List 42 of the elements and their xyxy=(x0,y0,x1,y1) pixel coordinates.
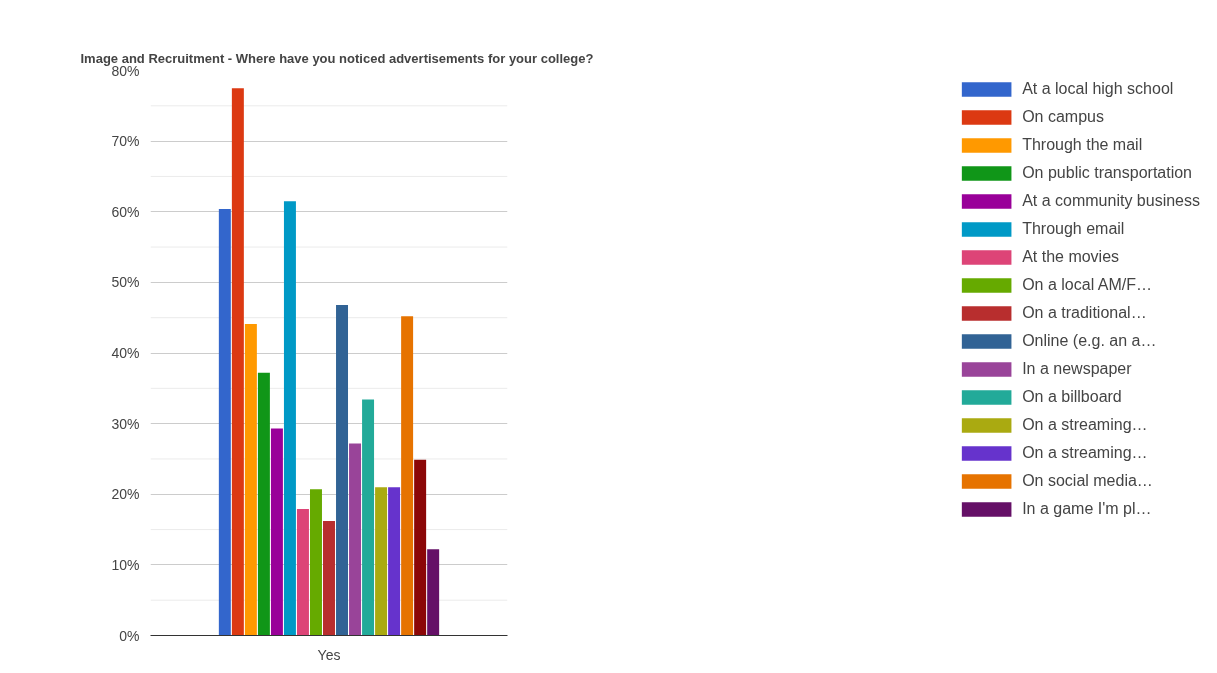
y-tick-label: 50% xyxy=(111,274,140,291)
legend-label: On campus xyxy=(1022,108,1104,126)
bar xyxy=(362,399,375,636)
bar xyxy=(375,487,388,636)
bar xyxy=(309,489,322,636)
bar xyxy=(218,208,231,636)
y-tick-label: 0% xyxy=(119,627,140,644)
bar xyxy=(270,428,283,636)
bar xyxy=(283,201,296,636)
legend-label: On a traditional… xyxy=(1022,304,1147,322)
bar xyxy=(257,372,270,636)
bar xyxy=(388,487,401,636)
legend-label: On a billboard xyxy=(1022,388,1122,406)
legend-label: In a game I'm pl… xyxy=(1022,500,1152,518)
legend-label: On a local AM/F… xyxy=(1022,276,1152,294)
bar xyxy=(349,443,362,636)
y-tick-label: 20% xyxy=(111,486,140,503)
y-tick-label: 30% xyxy=(111,415,140,432)
legend-label: At a local high school xyxy=(1022,80,1174,98)
bar xyxy=(427,549,440,636)
y-tick-label: 60% xyxy=(111,203,140,220)
legend-label: At a community business xyxy=(1022,192,1200,210)
bar xyxy=(401,316,414,636)
legend-label: On a streaming… xyxy=(1022,444,1148,462)
legend-label: Through the mail xyxy=(1022,136,1143,154)
bar xyxy=(414,459,427,636)
y-tick-label: 40% xyxy=(111,345,140,361)
y-tick-label: 10% xyxy=(111,556,140,573)
legend-label: Online (e.g. an a… xyxy=(1022,332,1157,350)
legend-label: On social media… xyxy=(1022,472,1153,490)
legend-label: In a newspaper xyxy=(1022,360,1132,378)
bar xyxy=(244,324,257,636)
bar xyxy=(296,509,309,636)
legend-label: On a streaming… xyxy=(1022,416,1148,434)
legend-label: At the movies xyxy=(1022,248,1120,266)
y-tick-label: 70% xyxy=(111,133,140,150)
bar xyxy=(336,304,349,636)
legend-label: Through email xyxy=(1022,220,1125,238)
legend-label: On public transportation xyxy=(1022,164,1193,182)
bar xyxy=(323,521,335,636)
x-tick-label: Yes xyxy=(317,646,341,663)
bar xyxy=(231,88,244,636)
